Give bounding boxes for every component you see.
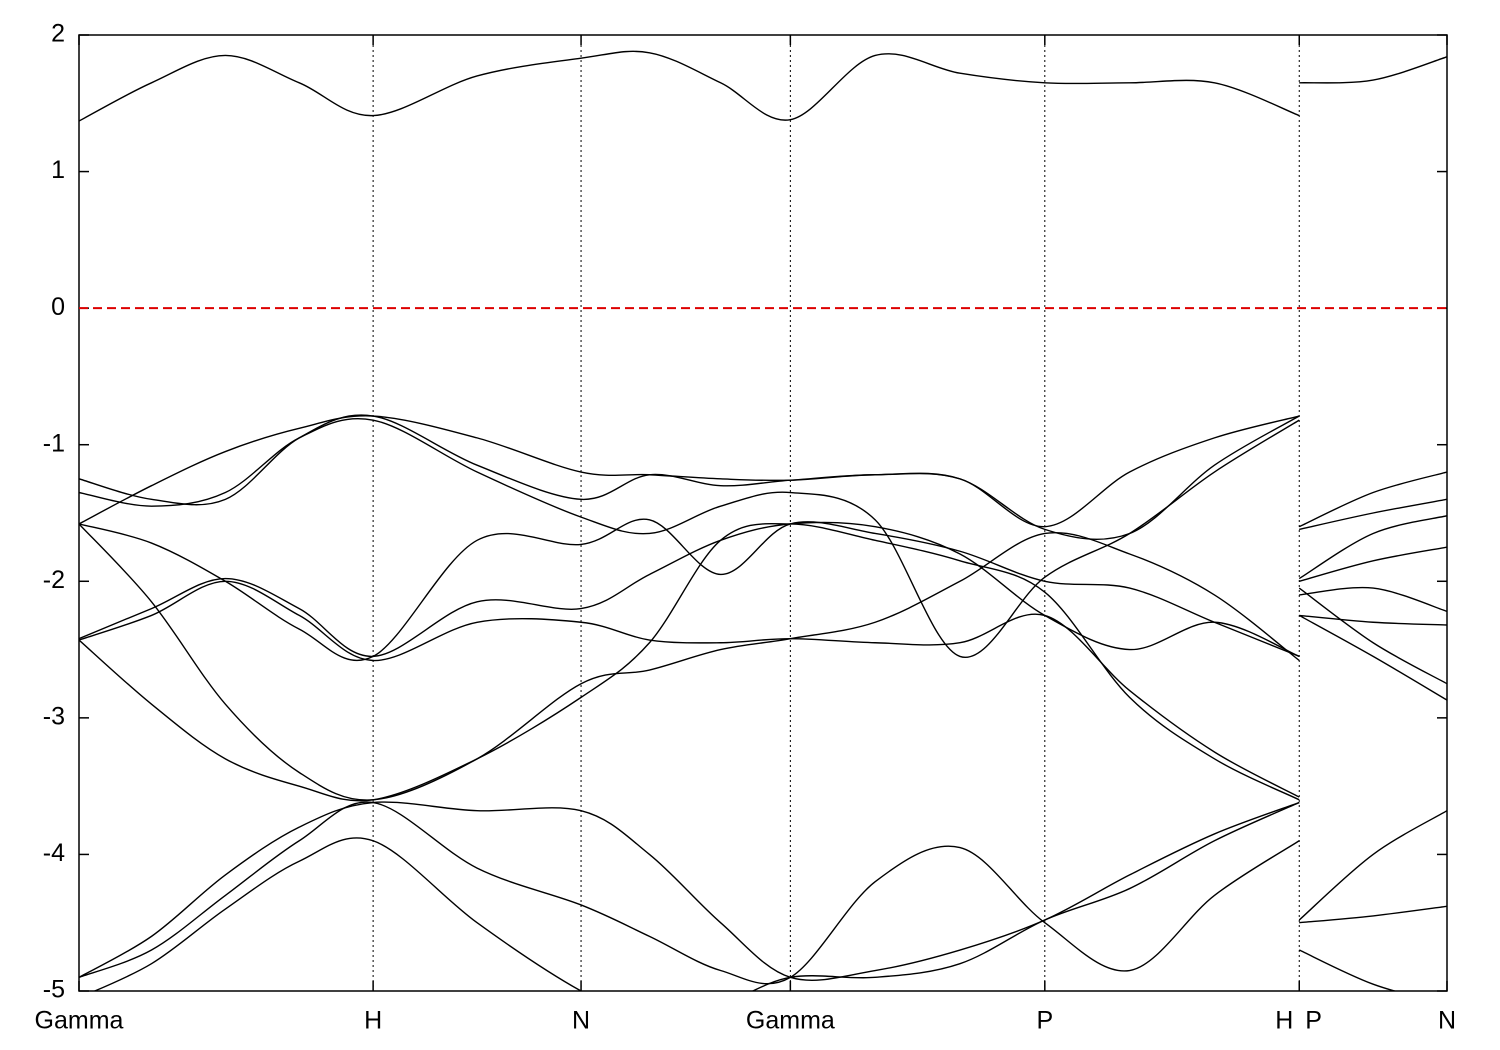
band-line: [79, 801, 1447, 985]
band-line: [79, 521, 1447, 658]
y-tick-label: -2: [43, 566, 65, 594]
y-tick-label: 1: [51, 156, 65, 184]
y-tick-label: -3: [43, 702, 65, 730]
x-tick-label: P: [1036, 1007, 1053, 1035]
y-tick-label: -4: [43, 839, 65, 867]
x-tick-label: N: [1438, 1007, 1456, 1035]
y-tick-label: 0: [51, 293, 65, 321]
x-tick-label: P: [1305, 1007, 1322, 1035]
band-line: [79, 523, 1447, 802]
x-tick-label: H: [1275, 1007, 1293, 1035]
band-line: [79, 415, 1447, 528]
band-line: [79, 417, 1447, 658]
y-tick-label: -1: [43, 429, 65, 457]
band-line: [79, 523, 1447, 801]
y-tick-label: -5: [43, 976, 65, 1004]
band-line: [79, 518, 1447, 662]
x-tick-label: N: [572, 1007, 590, 1035]
band-line: [79, 50, 1447, 122]
x-tick-label: Gamma: [746, 1007, 835, 1035]
plot-area: [79, 50, 1447, 991]
x-tick-label: Gamma: [35, 1007, 124, 1035]
y-tick-label: 2: [51, 20, 65, 48]
x-tick-label: H: [364, 1007, 382, 1035]
plot-frame: [78, 34, 1448, 992]
band-line: [92, 801, 1397, 991]
band-line: [79, 414, 1447, 540]
band-line: [79, 801, 1447, 981]
